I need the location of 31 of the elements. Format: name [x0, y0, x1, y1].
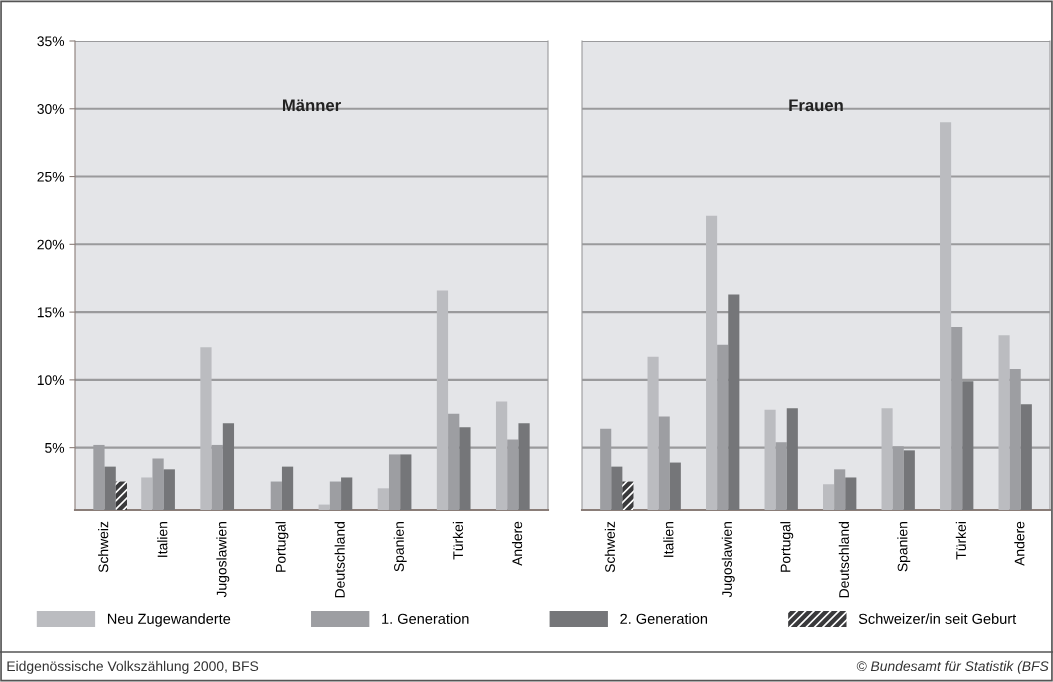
legend-label: Neu Zugewanderte [107, 613, 231, 627]
legend-label: 2. Generation [620, 613, 708, 624]
x-tick-label: Andere [511, 521, 523, 566]
x-tick-label: Türkei [452, 522, 464, 560]
x-tick-label: Italien [663, 522, 674, 557]
y-tick-label: 35% [37, 36, 65, 47]
x-tick-label: Andere [1014, 521, 1025, 566]
y-tick-label: 5% [45, 443, 65, 453]
x-tick-label: Schweiz [98, 521, 109, 573]
x-tick-label: Türkei [955, 522, 966, 560]
text: © Bundesamt für Statistik (BFS [856, 660, 1049, 674]
x-tick-label: Spanien [897, 522, 911, 572]
legend-label: Schweizer/in seit Geburt [858, 613, 1017, 624]
y-tick-label: 20% [37, 239, 65, 250]
text: Eidgenössische Volkszählung 2000, BFS [7, 660, 259, 674]
x-tick-label: Deutschland [334, 522, 345, 598]
x-tick-label: Jugoslawien [216, 522, 230, 598]
y-tick-label: 15% [37, 307, 65, 318]
legend-label: 1. Generation [382, 613, 469, 624]
x-tick-label: Italien [157, 522, 168, 557]
text: Frauen [789, 99, 843, 112]
x-tick-label: Schweiz [604, 521, 615, 573]
x-tick-label: Jugoslawien [721, 522, 735, 598]
y-tick-label: 30% [37, 104, 65, 114]
x-tick-label: Portugal [780, 522, 794, 572]
y-tick-label: 10% [37, 375, 65, 386]
y-tick-label: 25% [37, 171, 65, 182]
x-tick-label: Deutschland [838, 522, 849, 598]
text: Männer [282, 99, 341, 112]
x-tick-label: Portugal [275, 522, 289, 572]
x-tick-label: Spanien [393, 522, 407, 572]
